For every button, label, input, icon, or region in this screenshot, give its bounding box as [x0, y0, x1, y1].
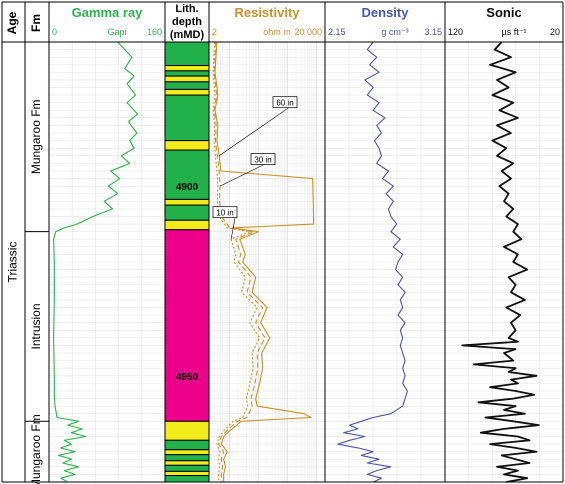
curve-30-in	[213, 41, 266, 482]
track-max-label: 160	[147, 27, 162, 37]
depth-tick-label: 4950	[176, 372, 199, 383]
lith-header-line2: depth	[172, 16, 202, 28]
lithology-header: Lith. depth (mMD)	[170, 3, 205, 41]
curve-series-0	[337, 41, 408, 483]
formation-unit-label: Mungaroo Fm	[29, 414, 43, 484]
track-0: Gamma ray 0 160 Gapi	[52, 5, 162, 483]
track-3: Sonic 120 20 µs ft⁻¹	[448, 5, 560, 483]
lithology-interval	[164, 470, 210, 477]
lith-header-line1: Lith.	[175, 3, 198, 15]
lithology-column: 4900 4950	[164, 41, 210, 483]
track-unit: g cm⁻³	[381, 27, 408, 37]
age-header: Age	[5, 11, 19, 34]
track-min-label: 2	[212, 27, 217, 37]
track-unit: ohm m	[263, 27, 291, 37]
formation-column: Fm Mungaroo Fm Intrusion Mungaroo Fm	[25, 14, 49, 484]
curve-leader	[219, 102, 297, 157]
curve-label-box	[250, 153, 276, 165]
curve-label-box	[272, 96, 298, 109]
depth-tick-label: 4900	[176, 182, 199, 193]
curve-10-in	[212, 41, 261, 482]
track-unit: Gapi	[107, 27, 126, 37]
formation-unit-label: Intrusion	[29, 303, 43, 349]
track-min-label: 120	[448, 27, 463, 37]
curve-series-0	[53, 41, 139, 483]
curve-label: 10 in	[216, 209, 233, 218]
lithology-interval	[164, 70, 210, 77]
track-title: Density	[362, 5, 410, 20]
track-2: Density 2.15 3.15 g cm⁻³	[328, 5, 442, 483]
track-max-label: 20 000	[294, 27, 322, 37]
curve-label: 30 in	[254, 156, 271, 165]
lithology-interval	[164, 449, 210, 456]
lithology-interval	[164, 88, 210, 96]
lithology-interval	[164, 41, 210, 67]
formation-unit-label: Mungaroo Fm	[29, 99, 43, 174]
lithology-interval	[164, 229, 210, 422]
track-unit: µs ft⁻¹	[502, 27, 527, 37]
age-column: Age Triassic	[5, 11, 20, 282]
lith-header-line3: (mMD)	[170, 29, 205, 41]
curve-series-0	[461, 41, 540, 483]
lithology-interval	[164, 94, 210, 142]
formation-header: Fm	[29, 14, 43, 32]
track-max-label: 20	[550, 27, 560, 37]
lithology-interval	[164, 454, 210, 462]
track-min-label: 2.15	[328, 27, 346, 37]
track-title: Gamma ray	[72, 5, 144, 20]
lithology-interval	[164, 219, 210, 231]
lithology-interval	[164, 75, 210, 83]
curve-label-box	[212, 206, 238, 219]
lithology-interval	[164, 204, 210, 221]
lithology-interval	[164, 65, 210, 72]
track-max-label: 3.15	[424, 27, 442, 37]
age-unit-label: Triassic	[6, 242, 20, 283]
lithology-interval	[164, 140, 210, 151]
track-title: Sonic	[486, 5, 521, 20]
curve-label: 60 in	[276, 99, 293, 108]
lithology-interval	[164, 439, 210, 451]
lithology-interval	[164, 464, 210, 472]
lithology-interval	[164, 460, 210, 466]
lithology-interval	[164, 475, 210, 483]
track-title: Resistivity	[234, 5, 300, 20]
lithology-interval	[164, 198, 210, 206]
lithology-interval	[164, 81, 210, 90]
lithology-interval	[164, 420, 210, 441]
track-min-label: 0	[52, 27, 57, 37]
